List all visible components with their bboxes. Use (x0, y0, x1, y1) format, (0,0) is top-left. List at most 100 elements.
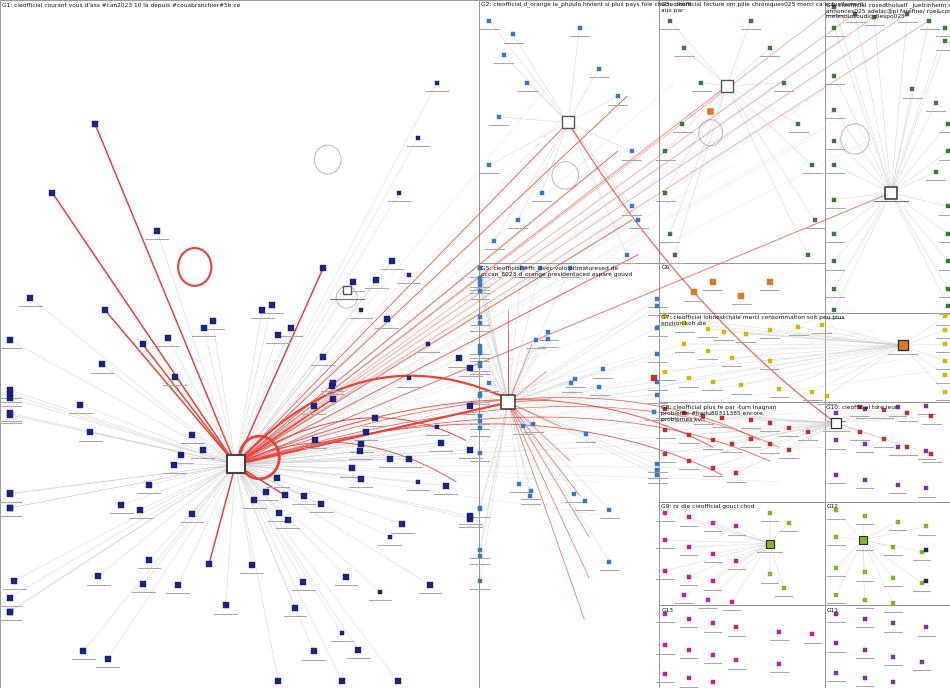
Text: G9: nr die cieofficial gouci chod: G9: nr die cieofficial gouci chod (661, 504, 754, 509)
Point (650, 459, 665, 470)
Point (681, 571, 696, 582)
Point (876, 405, 891, 416)
Point (781, 422, 796, 433)
Point (650, 376, 665, 387)
Bar (659, 313, 950, 402)
Point (826, 304, 842, 315)
Point (472, 411, 487, 422)
Point (295, 577, 311, 588)
Point (705, 649, 720, 660)
Point (650, 293, 665, 304)
Point (135, 338, 150, 350)
Point (681, 373, 696, 384)
Point (270, 329, 285, 340)
Point (890, 516, 905, 527)
Point (826, 70, 842, 81)
Point (762, 325, 777, 336)
Text: G10: cieofficial tdre leur: G10: cieofficial tdre leur (826, 405, 898, 409)
Point (142, 555, 157, 566)
Point (83, 427, 98, 438)
Point (196, 322, 211, 333)
Point (938, 356, 950, 367)
Point (762, 439, 777, 450)
Point (410, 132, 426, 143)
Point (885, 572, 901, 583)
Point (472, 344, 487, 355)
Point (142, 480, 157, 491)
Point (534, 187, 549, 198)
Point (2, 334, 17, 345)
Point (595, 364, 610, 375)
Point (702, 105, 717, 116)
Point (472, 263, 487, 274)
Point (472, 277, 487, 288)
Point (676, 590, 692, 601)
Point (501, 397, 516, 408)
Point (205, 315, 220, 326)
Point (700, 345, 715, 356)
Point (338, 571, 353, 582)
Point (472, 415, 487, 426)
Point (602, 556, 618, 567)
Point (657, 608, 673, 619)
Point (472, 544, 487, 555)
Point (353, 304, 369, 315)
Point (423, 579, 438, 590)
Point (244, 559, 259, 570)
Point (743, 414, 758, 425)
Bar (825, 0, 950, 313)
Point (705, 548, 720, 559)
Point (577, 496, 592, 507)
Point (167, 459, 182, 470)
Text: G11: G11 (826, 608, 838, 612)
Point (681, 512, 696, 523)
Point (650, 389, 665, 400)
Point (724, 352, 739, 363)
Point (505, 29, 521, 40)
Point (729, 555, 744, 566)
Point (674, 118, 690, 129)
Point (940, 301, 950, 312)
Point (382, 531, 397, 542)
Point (662, 228, 677, 239)
Point (288, 602, 303, 613)
Point (2, 488, 17, 499)
Point (525, 418, 541, 429)
Point (657, 311, 673, 322)
Point (486, 235, 502, 246)
Bar (825, 502, 950, 605)
Point (579, 428, 594, 439)
Point (624, 201, 639, 212)
Point (522, 490, 538, 501)
Point (657, 669, 673, 680)
Point (657, 640, 673, 651)
Point (2, 502, 17, 513)
Point (681, 541, 696, 552)
Point (351, 644, 366, 655)
Point (133, 504, 148, 515)
Point (667, 249, 682, 260)
Point (472, 279, 487, 290)
Point (657, 187, 673, 198)
Point (184, 508, 200, 519)
Point (940, 256, 950, 267)
Point (923, 411, 939, 422)
Point (857, 672, 872, 683)
Point (705, 576, 720, 587)
Point (940, 146, 950, 157)
Point (857, 438, 872, 449)
Point (315, 352, 331, 363)
Point (919, 545, 934, 556)
Point (472, 550, 487, 561)
Point (491, 111, 506, 122)
Text: G3: cieofficial facture om pille chroniques025 merci ca actuellement
aux par: G3: cieofficial facture om pille chroniq… (661, 2, 864, 13)
Point (2, 389, 17, 400)
Point (352, 445, 368, 456)
Point (919, 483, 934, 494)
Point (681, 614, 696, 625)
Point (624, 146, 639, 157)
Point (857, 404, 872, 415)
Point (662, 15, 677, 26)
Point (463, 400, 478, 411)
Point (136, 579, 151, 590)
